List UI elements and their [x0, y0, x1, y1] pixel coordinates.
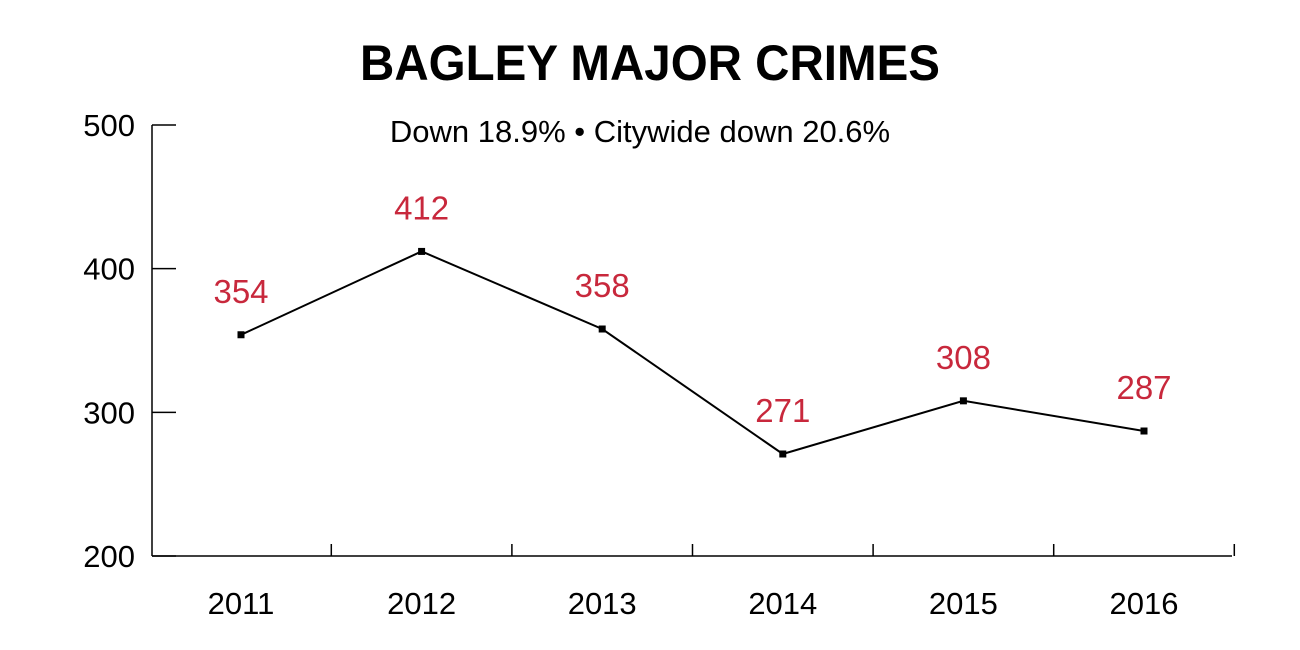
y-axis: 200 300 400 500: [83, 108, 176, 574]
chart-title: BAGLEY MAJOR CRIMES: [360, 35, 940, 91]
series-line-group: [240, 250, 1145, 456]
data-point: [237, 331, 245, 339]
data-point: [959, 397, 967, 405]
data-labels-group: 354 412 358 271 308 287: [213, 189, 1171, 429]
x-axis: 2011 2012 2013 2014 2015 2016: [152, 544, 1236, 621]
data-label: 354: [213, 273, 268, 310]
y-tick-label: 500: [83, 108, 135, 143]
x-tick-label: 2013: [568, 586, 637, 621]
data-label: 358: [575, 267, 630, 304]
data-point: [418, 247, 426, 255]
series-line: [240, 250, 1145, 456]
data-label: 271: [755, 392, 810, 429]
x-tick-label: 2011: [208, 586, 275, 621]
data-point: [779, 450, 787, 458]
data-point: [598, 325, 606, 333]
x-tick-label: 2016: [1110, 586, 1179, 621]
y-tick-label: 300: [83, 395, 135, 430]
x-tick-label: 2012: [387, 586, 456, 621]
data-label: 308: [936, 339, 991, 376]
y-tick-label: 400: [83, 252, 135, 287]
y-tick-label: 200: [83, 539, 135, 574]
data-point: [1140, 427, 1148, 435]
x-tick-label: 2015: [929, 586, 998, 621]
chart-subtitle: Down 18.9% • Citywide down 20.6%: [390, 114, 890, 149]
x-tick-label: 2014: [748, 586, 817, 621]
data-points-group: [237, 247, 1148, 458]
data-label: 287: [1116, 369, 1171, 406]
data-label: 412: [394, 189, 449, 226]
